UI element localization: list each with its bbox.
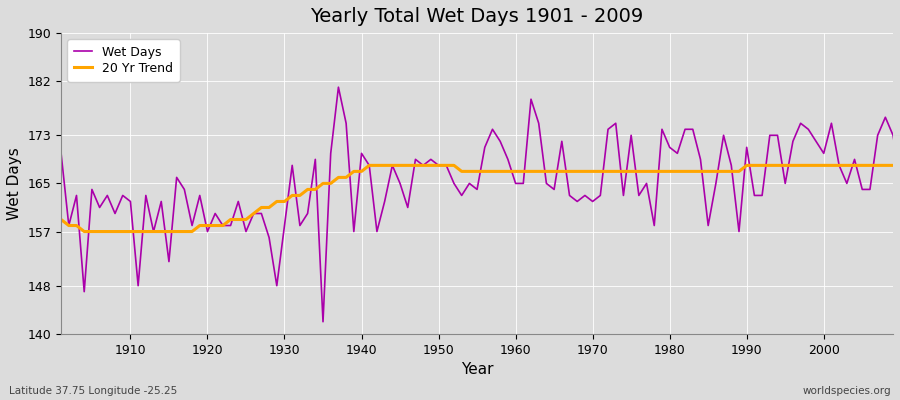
20 Yr Trend: [364, 163, 374, 168]
Wet Days: [318, 319, 328, 324]
Wet Days: [896, 181, 900, 186]
Wet Days: [480, 145, 491, 150]
20 Yr Trend: [79, 229, 90, 234]
Wet Days: [857, 187, 868, 192]
20 Yr Trend: [56, 217, 67, 222]
20 Yr Trend: [618, 169, 629, 174]
Wet Days: [887, 133, 898, 138]
20 Yr Trend: [125, 229, 136, 234]
Wet Days: [456, 193, 467, 198]
Wet Days: [664, 145, 675, 150]
Legend: Wet Days, 20 Yr Trend: Wet Days, 20 Yr Trend: [68, 39, 180, 82]
Text: worldspecies.org: worldspecies.org: [803, 386, 891, 396]
Line: 20 Yr Trend: 20 Yr Trend: [61, 165, 893, 232]
20 Yr Trend: [526, 169, 536, 174]
Wet Days: [302, 211, 313, 216]
20 Yr Trend: [518, 169, 528, 174]
Wet Days: [333, 85, 344, 90]
Y-axis label: Wet Days: Wet Days: [7, 147, 22, 220]
20 Yr Trend: [887, 163, 898, 168]
20 Yr Trend: [294, 193, 305, 198]
20 Yr Trend: [341, 175, 352, 180]
X-axis label: Year: Year: [461, 362, 493, 377]
Line: Wet Days: Wet Days: [61, 87, 900, 322]
Wet Days: [56, 151, 67, 156]
Title: Yearly Total Wet Days 1901 - 2009: Yearly Total Wet Days 1901 - 2009: [310, 7, 644, 26]
Text: Latitude 37.75 Longitude -25.25: Latitude 37.75 Longitude -25.25: [9, 386, 177, 396]
